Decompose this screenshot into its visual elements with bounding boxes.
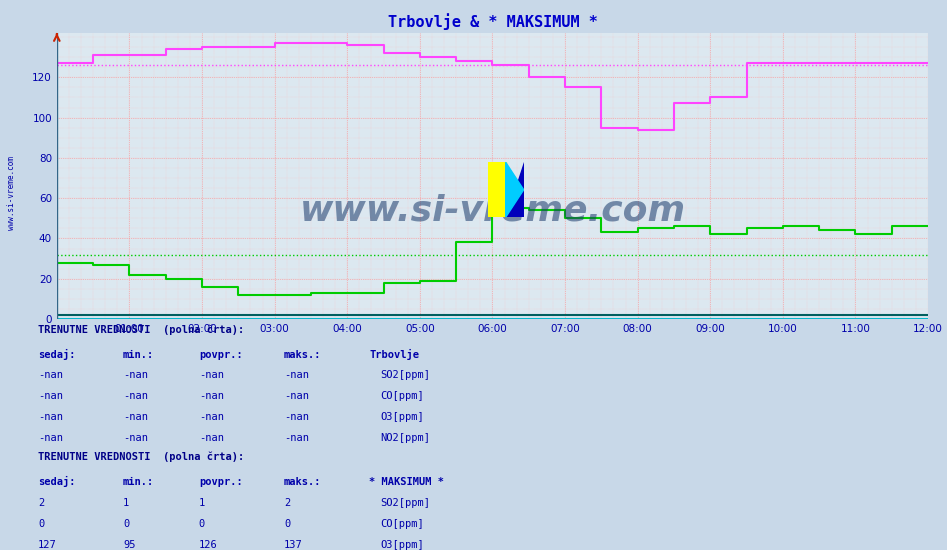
- Text: 1: 1: [123, 498, 130, 508]
- Text: SO2[ppm]: SO2[ppm]: [381, 498, 431, 508]
- Text: www.si-vreme.com: www.si-vreme.com: [7, 156, 16, 229]
- Text: * MAKSIMUM *: * MAKSIMUM *: [369, 477, 444, 487]
- Text: O3[ppm]: O3[ppm]: [381, 540, 424, 550]
- Text: 1: 1: [199, 498, 205, 508]
- Text: 127: 127: [38, 540, 57, 550]
- Text: -nan: -nan: [199, 433, 223, 443]
- Text: 2: 2: [284, 498, 291, 508]
- Text: sedaj:: sedaj:: [38, 349, 76, 360]
- Text: TRENUTNE VREDNOSTI  (polna črta):: TRENUTNE VREDNOSTI (polna črta):: [38, 324, 244, 335]
- Text: NO2[ppm]: NO2[ppm]: [381, 433, 431, 443]
- Text: -nan: -nan: [284, 412, 309, 422]
- Text: -nan: -nan: [38, 412, 63, 422]
- Text: TRENUTNE VREDNOSTI  (polna črta):: TRENUTNE VREDNOSTI (polna črta):: [38, 452, 244, 463]
- Text: -nan: -nan: [284, 391, 309, 401]
- Text: povpr.:: povpr.:: [199, 477, 242, 487]
- Text: maks.:: maks.:: [284, 477, 322, 487]
- Text: sedaj:: sedaj:: [38, 476, 76, 487]
- Text: CO[ppm]: CO[ppm]: [381, 391, 424, 401]
- Text: -nan: -nan: [123, 370, 148, 381]
- Text: 0: 0: [284, 519, 291, 529]
- Text: -nan: -nan: [123, 433, 148, 443]
- Text: -nan: -nan: [123, 391, 148, 401]
- Text: -nan: -nan: [38, 391, 63, 401]
- Text: -nan: -nan: [199, 391, 223, 401]
- Text: -nan: -nan: [284, 433, 309, 443]
- Bar: [488, 162, 506, 217]
- Polygon shape: [506, 162, 524, 217]
- Polygon shape: [506, 162, 524, 217]
- Text: CO[ppm]: CO[ppm]: [381, 519, 424, 529]
- Text: min.:: min.:: [123, 349, 154, 360]
- Text: 137: 137: [284, 540, 303, 550]
- Text: 0: 0: [199, 519, 205, 529]
- Text: 126: 126: [199, 540, 218, 550]
- Text: 95: 95: [123, 540, 135, 550]
- Text: -nan: -nan: [38, 370, 63, 381]
- Text: -nan: -nan: [199, 370, 223, 381]
- Text: maks.:: maks.:: [284, 349, 322, 360]
- Text: -nan: -nan: [123, 412, 148, 422]
- Text: 0: 0: [38, 519, 45, 529]
- Title: Trbovlje & * MAKSIMUM *: Trbovlje & * MAKSIMUM *: [387, 14, 598, 30]
- Text: Trbovlje: Trbovlje: [369, 349, 420, 360]
- Text: www.si-vreme.com: www.si-vreme.com: [299, 193, 686, 227]
- Text: 0: 0: [123, 519, 130, 529]
- Text: -nan: -nan: [199, 412, 223, 422]
- Text: O3[ppm]: O3[ppm]: [381, 412, 424, 422]
- Text: -nan: -nan: [38, 433, 63, 443]
- Text: -nan: -nan: [284, 370, 309, 381]
- Text: min.:: min.:: [123, 477, 154, 487]
- Text: 2: 2: [38, 498, 45, 508]
- Text: SO2[ppm]: SO2[ppm]: [381, 370, 431, 381]
- Text: povpr.:: povpr.:: [199, 349, 242, 360]
